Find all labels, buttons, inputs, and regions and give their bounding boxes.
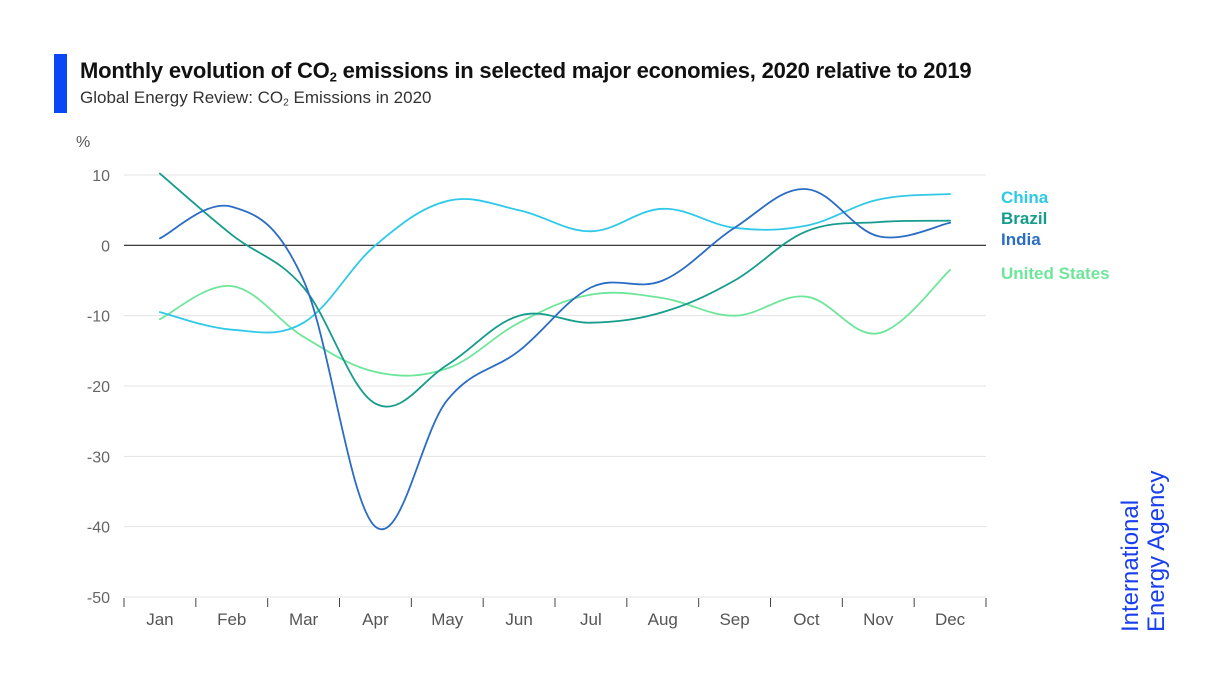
x-tick-label: Apr — [362, 610, 389, 629]
x-tick-label: May — [431, 610, 464, 629]
y-tick-label: -20 — [87, 379, 110, 396]
y-tick-label: 10 — [92, 168, 110, 185]
logo-line-2: Energy Agency — [1143, 470, 1170, 632]
x-tick-label: Dec — [935, 610, 966, 629]
logo-line-1: International — [1117, 499, 1144, 632]
iea-logo: International Energy Agency — [1117, 470, 1170, 632]
x-tick-label: Mar — [289, 610, 319, 629]
y-tick-label: -50 — [87, 590, 110, 607]
x-tick-label: Jun — [505, 610, 532, 629]
legend-label-brazil: Brazil — [1001, 209, 1047, 228]
series-line-united-states — [159, 269, 951, 377]
x-tick-label: Aug — [648, 610, 678, 629]
series-line-china — [159, 193, 951, 334]
legend-label-united-states: United States — [1001, 264, 1110, 283]
series-line-india — [159, 188, 951, 531]
legend-label-india: India — [1001, 230, 1041, 249]
y-axis-unit-label: % — [76, 134, 90, 151]
x-tick-label: Nov — [863, 610, 894, 629]
y-tick-label: -10 — [87, 309, 110, 326]
x-tick-label: Jan — [146, 610, 173, 629]
y-tick-label: -40 — [87, 520, 110, 537]
y-tick-label: 0 — [101, 238, 110, 255]
x-tick-label: Sep — [719, 610, 749, 629]
y-tick-label: -30 — [87, 449, 110, 466]
accent-bar — [54, 54, 67, 113]
legend-label-china: China — [1001, 188, 1049, 207]
x-tick-label: Feb — [217, 610, 246, 629]
chart-title: Monthly evolution of CO2 emissions in se… — [80, 58, 972, 85]
x-tick-label: Jul — [580, 610, 602, 629]
series-line-brazil — [159, 172, 951, 408]
chart-subtitle: Global Energy Review: CO2 Emissions in 2… — [80, 88, 432, 109]
x-tick-label: Oct — [793, 610, 820, 629]
